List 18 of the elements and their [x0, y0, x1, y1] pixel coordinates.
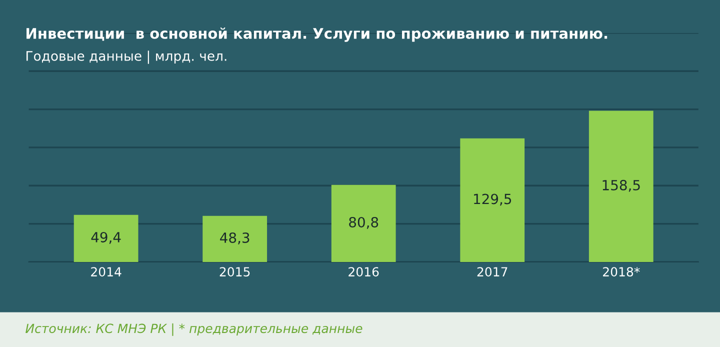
bar: [588, 110, 654, 262]
data-label: 48,3: [220, 232, 250, 244]
bar: [74, 214, 138, 262]
chart-title: Инвестиции в основной капитал. Услуги по проживанию и питанию.: [26, 28, 608, 42]
x-tick-label: 2017: [477, 267, 508, 277]
text: Годовые данные | млрд. чел.: [26, 50, 226, 64]
x-tick-label: 2018*: [603, 267, 640, 277]
x-tick-label: 2014: [91, 267, 122, 277]
x-tick-label: 2015: [220, 267, 250, 277]
data-label: 129,5: [474, 194, 512, 206]
bar: [202, 216, 268, 262]
data-label: 49,4: [91, 232, 121, 244]
bar: [460, 138, 525, 262]
data-label: 158,5: [602, 180, 640, 192]
bar: [331, 184, 396, 262]
data-label: 80,8: [349, 216, 378, 229]
text: Источник: КС МНЭ РК | * предварительные данные: [26, 323, 362, 336]
x-tick-label: 2016: [348, 267, 379, 277]
